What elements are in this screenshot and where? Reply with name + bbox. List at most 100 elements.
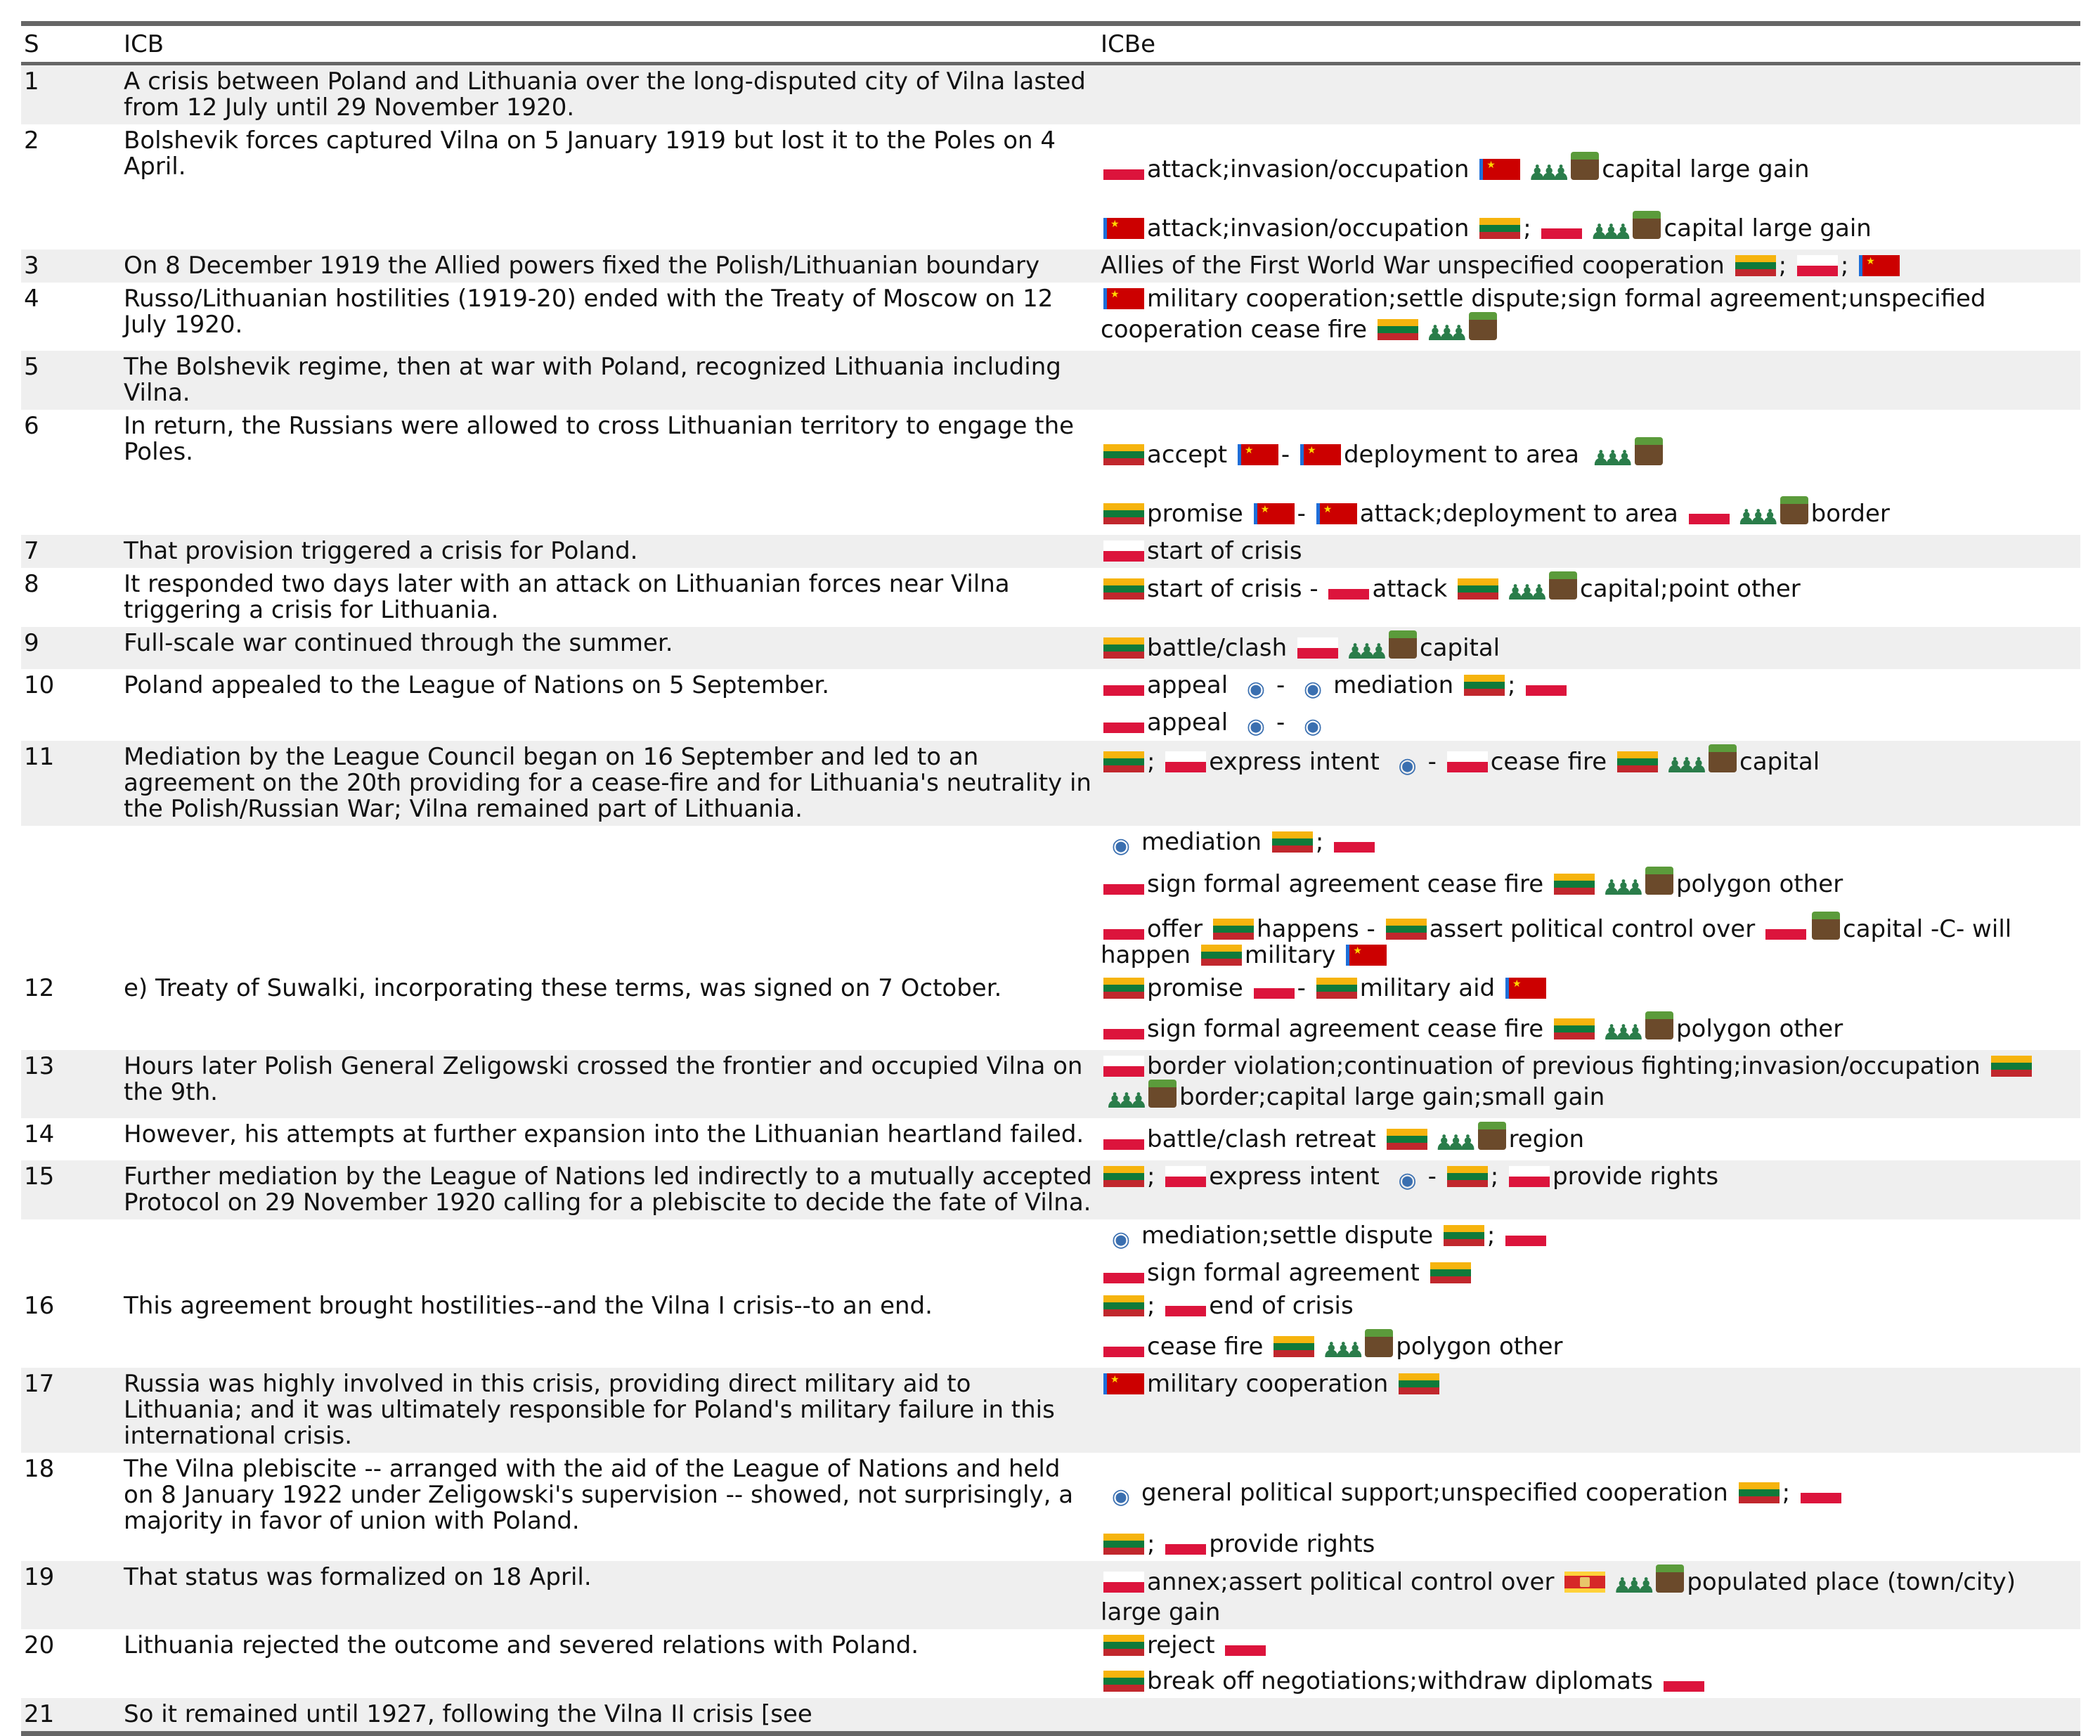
event-text: attack;invasion/occupation [1147, 214, 1470, 242]
event-text: - [1297, 974, 1306, 1002]
poland-flag-icon [1225, 1635, 1266, 1656]
soldiers-icon: ♟♟♟ [1591, 446, 1634, 471]
event-text: capital -C- will happen [1101, 915, 2012, 969]
icb-text: Lithuania rejected the outcome and sever… [124, 1631, 919, 1659]
event-text: capital [1419, 634, 1501, 662]
lithuania-flag-icon [1738, 1482, 1780, 1503]
lithuania-flag-icon [1103, 503, 1144, 524]
icb-text: Russo/Lithuanian hostilities (1919-20) e… [124, 285, 1054, 339]
top-rule [21, 21, 2080, 26]
table-row: 15 Further mediation by the League of Nat… [21, 1160, 2080, 1219]
icbe-events: Allies of the First World War unspecifie… [1098, 250, 2080, 283]
event-text: express intent [1209, 1162, 1380, 1191]
lithuania-flag-icon [1103, 1671, 1144, 1692]
poland-flag-icon [1165, 1166, 1207, 1187]
event-text: cease fire [1147, 1333, 1264, 1361]
land-block-icon [1633, 211, 1661, 239]
icbe-event: ◉ mediation ; [1101, 829, 2078, 857]
icbe-event: ◉ mediation;settle dispute ; [1101, 1223, 2078, 1250]
table-row: 18 The Vilna plebiscite -- arranged with … [21, 1453, 2080, 1561]
table-row: ◉ mediation;settle dispute ; sign formal … [21, 1219, 2080, 1290]
soviet-russia-flag-icon [1479, 159, 1521, 180]
land-block-icon [1634, 437, 1663, 465]
icbe-event: accept - deployment to area ♟♟♟ [1101, 437, 2078, 472]
icbe-events: ; end of crisis cease fire ♟♟♟ polygon ot… [1098, 1290, 2080, 1368]
event-text: polygon other [1676, 870, 1843, 898]
event-text: ; [1840, 252, 1849, 280]
event-text: ; [1490, 1162, 1499, 1191]
icbe-event: ; express intent ◉ - cease fire ♟♟♟ capita… [1101, 744, 2078, 779]
land-block-icon [1780, 496, 1808, 524]
icb-text: The Vilna plebiscite -- arranged with th… [124, 1455, 1074, 1535]
row-number: 3 [21, 250, 121, 283]
event-text: ; [1147, 1292, 1155, 1320]
icbe-events: attack;invasion/occupation ♟♟♟ capital la… [1098, 124, 2080, 250]
event-text: polygon other [1676, 1015, 1843, 1043]
lithuania-flag-icon [1103, 1295, 1144, 1316]
soldiers-icon: ♟♟♟ [1665, 753, 1709, 778]
row-number: 2 [24, 127, 39, 155]
lithuania-flag-icon [1273, 1336, 1315, 1357]
icbe-events: military cooperation [1098, 1368, 2080, 1453]
lithuania-flag-icon [1399, 1373, 1440, 1394]
event-text: appeal [1147, 671, 1229, 699]
icbe-event: sign formal agreement cease fire ♟♟♟ poly… [1101, 1011, 2078, 1047]
event-text: provide rights [1553, 1162, 1719, 1191]
soldiers-icon: ♟♟♟ [1505, 581, 1549, 605]
icbe-event: battle/clash retreat ♟♟♟ region [1101, 1122, 2078, 1157]
event-text: ; [1147, 748, 1155, 776]
poland-flag-icon [1165, 751, 1207, 772]
poland-flag-icon [1526, 675, 1567, 696]
event-text: - [1427, 1162, 1437, 1191]
table-row: 12 e) Treaty of Suwalki, incorporating th… [21, 972, 2080, 1050]
event-text: promise [1147, 500, 1243, 528]
event-text: ; [1782, 1479, 1791, 1507]
event-text: ; [1147, 1530, 1155, 1558]
poland-flag-icon [1663, 1671, 1704, 1692]
icb-text: Poland appealed to the League of Nations… [124, 671, 830, 699]
event-text: attack;invasion/occupation [1147, 155, 1470, 183]
table-row: 8 It responded two days later with an att… [21, 568, 2080, 627]
lithuania-flag-icon [1386, 1129, 1427, 1150]
soldiers-icon: ♟♟♟ [1527, 161, 1571, 186]
event-text: sign formal agreement [1147, 1259, 1420, 1287]
soviet-russia-flag-icon [1103, 288, 1144, 309]
icbe-events: start of crisis - attack ♟♟♟ capital;poin… [1098, 568, 2080, 627]
icbe-events: military cooperation;settle dispute;sign… [1098, 283, 2080, 351]
icbe-event: annex;assert political control over ♟♟♟ p… [1101, 1565, 2078, 1626]
soviet-russia-flag-icon [1346, 945, 1387, 966]
icb-text: Hours later Polish General Zeligowski cr… [121, 1050, 1098, 1118]
poland-flag-icon [1103, 1056, 1144, 1077]
header-icb: ICB [124, 30, 164, 58]
table-row: 9 Full-scale war continued through the su… [21, 627, 2080, 669]
poland-flag-icon [1103, 540, 1144, 562]
icbe-events: ; express intent ◉ - cease fire ♟♟♟ capita… [1098, 741, 2080, 826]
event-text: deployment to area [1343, 441, 1579, 469]
event-text: start of crisis - [1147, 575, 1318, 603]
icbe-events [1098, 1698, 2080, 1731]
event-text: ; [1523, 214, 1531, 242]
soldiers-icon: ♟♟♟ [1425, 321, 1468, 346]
land-block-icon [1645, 1011, 1673, 1039]
event-text: - [1297, 500, 1306, 528]
row-number: 8 [24, 570, 39, 598]
table-row: 2 Bolshevik forces captured Vilna on 5 Ja… [21, 124, 2080, 250]
event-text: battle/clash [1147, 634, 1288, 662]
icb-text: This agreement brought hostilities--and … [124, 1292, 933, 1320]
icbe-events: border violation;continuation of previou… [1098, 1050, 2080, 1118]
icbe-events [1098, 351, 2080, 410]
icbe-events: battle/clash retreat ♟♟♟ region [1098, 1118, 2080, 1160]
poland-flag-icon [1446, 751, 1488, 772]
icb-text: Full-scale war continued through the sum… [121, 627, 1098, 669]
event-text: ; [1147, 1162, 1155, 1191]
event-text: break off negotiations;withdraw diplomat… [1147, 1667, 1653, 1695]
land-block-icon [1148, 1080, 1177, 1108]
icb-text: On 8 December 1919 the Allied powers fix… [121, 250, 1098, 283]
icbe-events: promise - military aid sign formal agree… [1098, 972, 2080, 1050]
event-text: - [1276, 708, 1285, 737]
poland-flag-icon [1297, 637, 1338, 659]
event-text: reject [1147, 1631, 1215, 1659]
league-of-nations-icon: ◉ [1304, 677, 1323, 701]
